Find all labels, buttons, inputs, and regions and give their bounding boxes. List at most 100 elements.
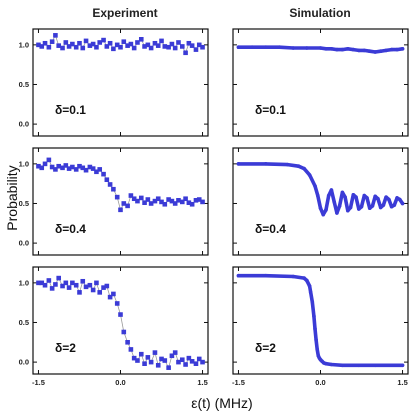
data-point (155, 196, 161, 202)
data-point (166, 44, 171, 50)
data-point (200, 44, 205, 50)
data-point (186, 355, 192, 361)
delta-label: δ=0.1 (55, 103, 86, 117)
data-point (121, 39, 127, 44)
panel-simulation-1: δ=0.1 (232, 28, 409, 137)
y-tick-label: 0.5 (19, 318, 29, 327)
data-point (135, 40, 140, 45)
data-point (114, 301, 120, 306)
data-point (42, 282, 48, 288)
x-tick-label: -1.5 (232, 378, 245, 387)
data-point (169, 198, 175, 204)
data-point (94, 169, 99, 175)
data-point (83, 284, 89, 290)
data-point (196, 356, 202, 362)
data-point (169, 353, 175, 359)
data-point (114, 42, 120, 48)
data-point (128, 347, 134, 352)
x-tick-label: -1.5 (32, 378, 45, 387)
data-point (63, 280, 69, 286)
data-point (142, 200, 147, 205)
data-point (176, 40, 181, 45)
data-point (196, 197, 202, 202)
y-tick-label: 1.0 (19, 159, 29, 168)
data-point (183, 50, 188, 56)
y-tick-label: 1.0 (19, 278, 29, 287)
data-point (39, 280, 45, 286)
x-tick-label: 1.5 (197, 378, 207, 387)
data-point (169, 41, 175, 47)
data-point (104, 44, 110, 49)
x-tick-label: 1.5 (397, 378, 407, 387)
data-point (83, 38, 89, 44)
panel-simulation-2: δ=0.4 (232, 147, 409, 256)
data-point (42, 40, 48, 46)
data-point (176, 198, 181, 203)
data-point (135, 198, 140, 204)
data-point (60, 45, 65, 51)
data-point (53, 282, 58, 287)
data-point (172, 45, 178, 51)
data-point (145, 42, 151, 48)
data-point (179, 199, 185, 205)
data-point (49, 286, 55, 291)
data-point (97, 40, 103, 45)
data-point (118, 312, 123, 317)
data-point (189, 359, 195, 364)
data-point (46, 44, 52, 50)
delta-label: δ=0.4 (55, 222, 86, 236)
data-point (179, 357, 185, 363)
data-point (46, 278, 52, 283)
y-tick-label: 1.0 (19, 40, 29, 49)
y-tick-label: 0.5 (19, 199, 29, 208)
data-point (80, 165, 86, 171)
delta-label: δ=0.1 (255, 103, 286, 117)
data-point (152, 350, 158, 355)
data-point (186, 40, 192, 46)
data-point (104, 177, 110, 183)
y-tick-label: 0.0 (19, 358, 29, 367)
data-point (36, 280, 41, 286)
data-point (131, 45, 137, 51)
data-point (36, 42, 41, 48)
data-point (200, 199, 205, 205)
data-point (118, 44, 123, 50)
data-point (73, 44, 79, 50)
data-point (138, 195, 144, 201)
data-point (107, 40, 113, 46)
data-point (162, 44, 168, 49)
data-point (111, 46, 116, 52)
data-point (70, 280, 75, 286)
x-axis-title: ε(t) (MHz) (191, 395, 252, 411)
data-point (53, 167, 58, 172)
series-line (236, 45, 405, 54)
data-point (200, 359, 205, 365)
data-point (111, 291, 116, 297)
data-point (66, 166, 72, 171)
data-point (125, 43, 130, 48)
data-point (107, 182, 113, 187)
data-point (73, 167, 79, 172)
data-point (66, 44, 72, 49)
data-point (142, 361, 147, 366)
data-point (60, 165, 65, 171)
data-point (80, 45, 86, 51)
data-point (172, 201, 178, 206)
data-point (193, 47, 199, 52)
series-line (236, 162, 405, 217)
delta-label: δ=2 (55, 341, 76, 355)
data-point (49, 39, 55, 44)
data-point (53, 33, 58, 38)
data-point (193, 361, 199, 366)
data-point (90, 41, 96, 47)
column-title-simulation: Simulation (289, 6, 350, 20)
data-point (90, 287, 96, 293)
data-point (131, 196, 137, 202)
x-tick-label: 0.0 (315, 378, 325, 387)
data-point (162, 201, 168, 207)
data-point (155, 362, 161, 368)
x-tick-label: 0.0 (115, 378, 125, 387)
data-point (121, 201, 127, 206)
y-tick-label: 0.5 (19, 80, 29, 89)
